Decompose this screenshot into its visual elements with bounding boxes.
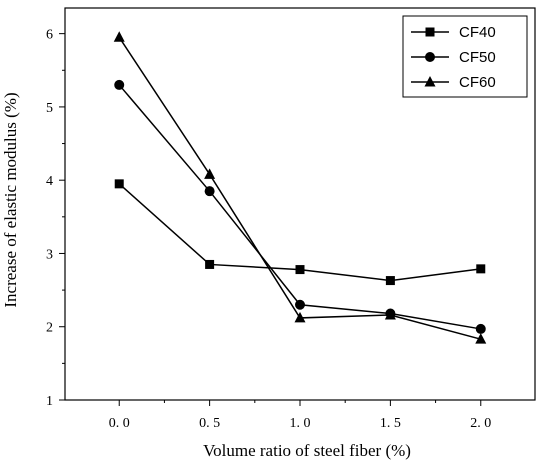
data-point [204, 186, 215, 197]
data-point [475, 323, 486, 334]
legend-item: CF40 [411, 24, 496, 41]
x-tick-label: 1. 5 [380, 416, 401, 431]
data-point [114, 179, 124, 189]
legend-item: CF60 [411, 74, 496, 91]
data-point [476, 264, 486, 274]
legend-label: CF40 [459, 24, 496, 41]
y-tick-label: 1 [46, 394, 53, 409]
x-tick-label: 0. 5 [199, 416, 220, 431]
x-tick-label: 1. 0 [290, 416, 311, 431]
data-point [294, 311, 306, 323]
data-point [475, 333, 487, 344]
legend-marker [424, 76, 436, 87]
x-axis-label: Volume ratio of steel fiber (%) [203, 441, 411, 460]
y-axis-label: Increase of elastic modulus (%) [1, 92, 20, 307]
data-point [204, 168, 216, 179]
series-cf40 [114, 179, 486, 286]
series-cf50 [114, 79, 486, 334]
data-point [205, 259, 215, 269]
legend-marker [425, 27, 435, 37]
x-tick-label: 0. 0 [109, 416, 130, 431]
y-tick-label: 5 [46, 101, 53, 116]
series-cf60 [113, 31, 487, 344]
data-point [385, 276, 395, 286]
legend-label: CF50 [459, 49, 496, 66]
axes: 0. 0 0. 5 1. 0 1. 5 2. 0 1 2 3 4 5 6 [46, 7, 536, 431]
data-point [295, 265, 305, 275]
data-point [295, 299, 305, 310]
legend-label: CF60 [459, 74, 496, 91]
y-tick-label: 3 [46, 247, 53, 262]
data-point [114, 79, 125, 90]
y-tick-label: 2 [46, 321, 53, 336]
series-layer [113, 31, 487, 344]
data-point [384, 309, 396, 320]
series-line [118, 84, 481, 330]
y-tick-label: 6 [46, 28, 53, 43]
legend-marker [425, 52, 435, 62]
x-tick-label: 2. 0 [470, 416, 491, 431]
y-tick-label: 4 [46, 174, 53, 189]
legend-item: CF50 [411, 49, 496, 66]
legend: CF40 CF50 CF60 [402, 15, 528, 98]
data-point [113, 31, 125, 42]
